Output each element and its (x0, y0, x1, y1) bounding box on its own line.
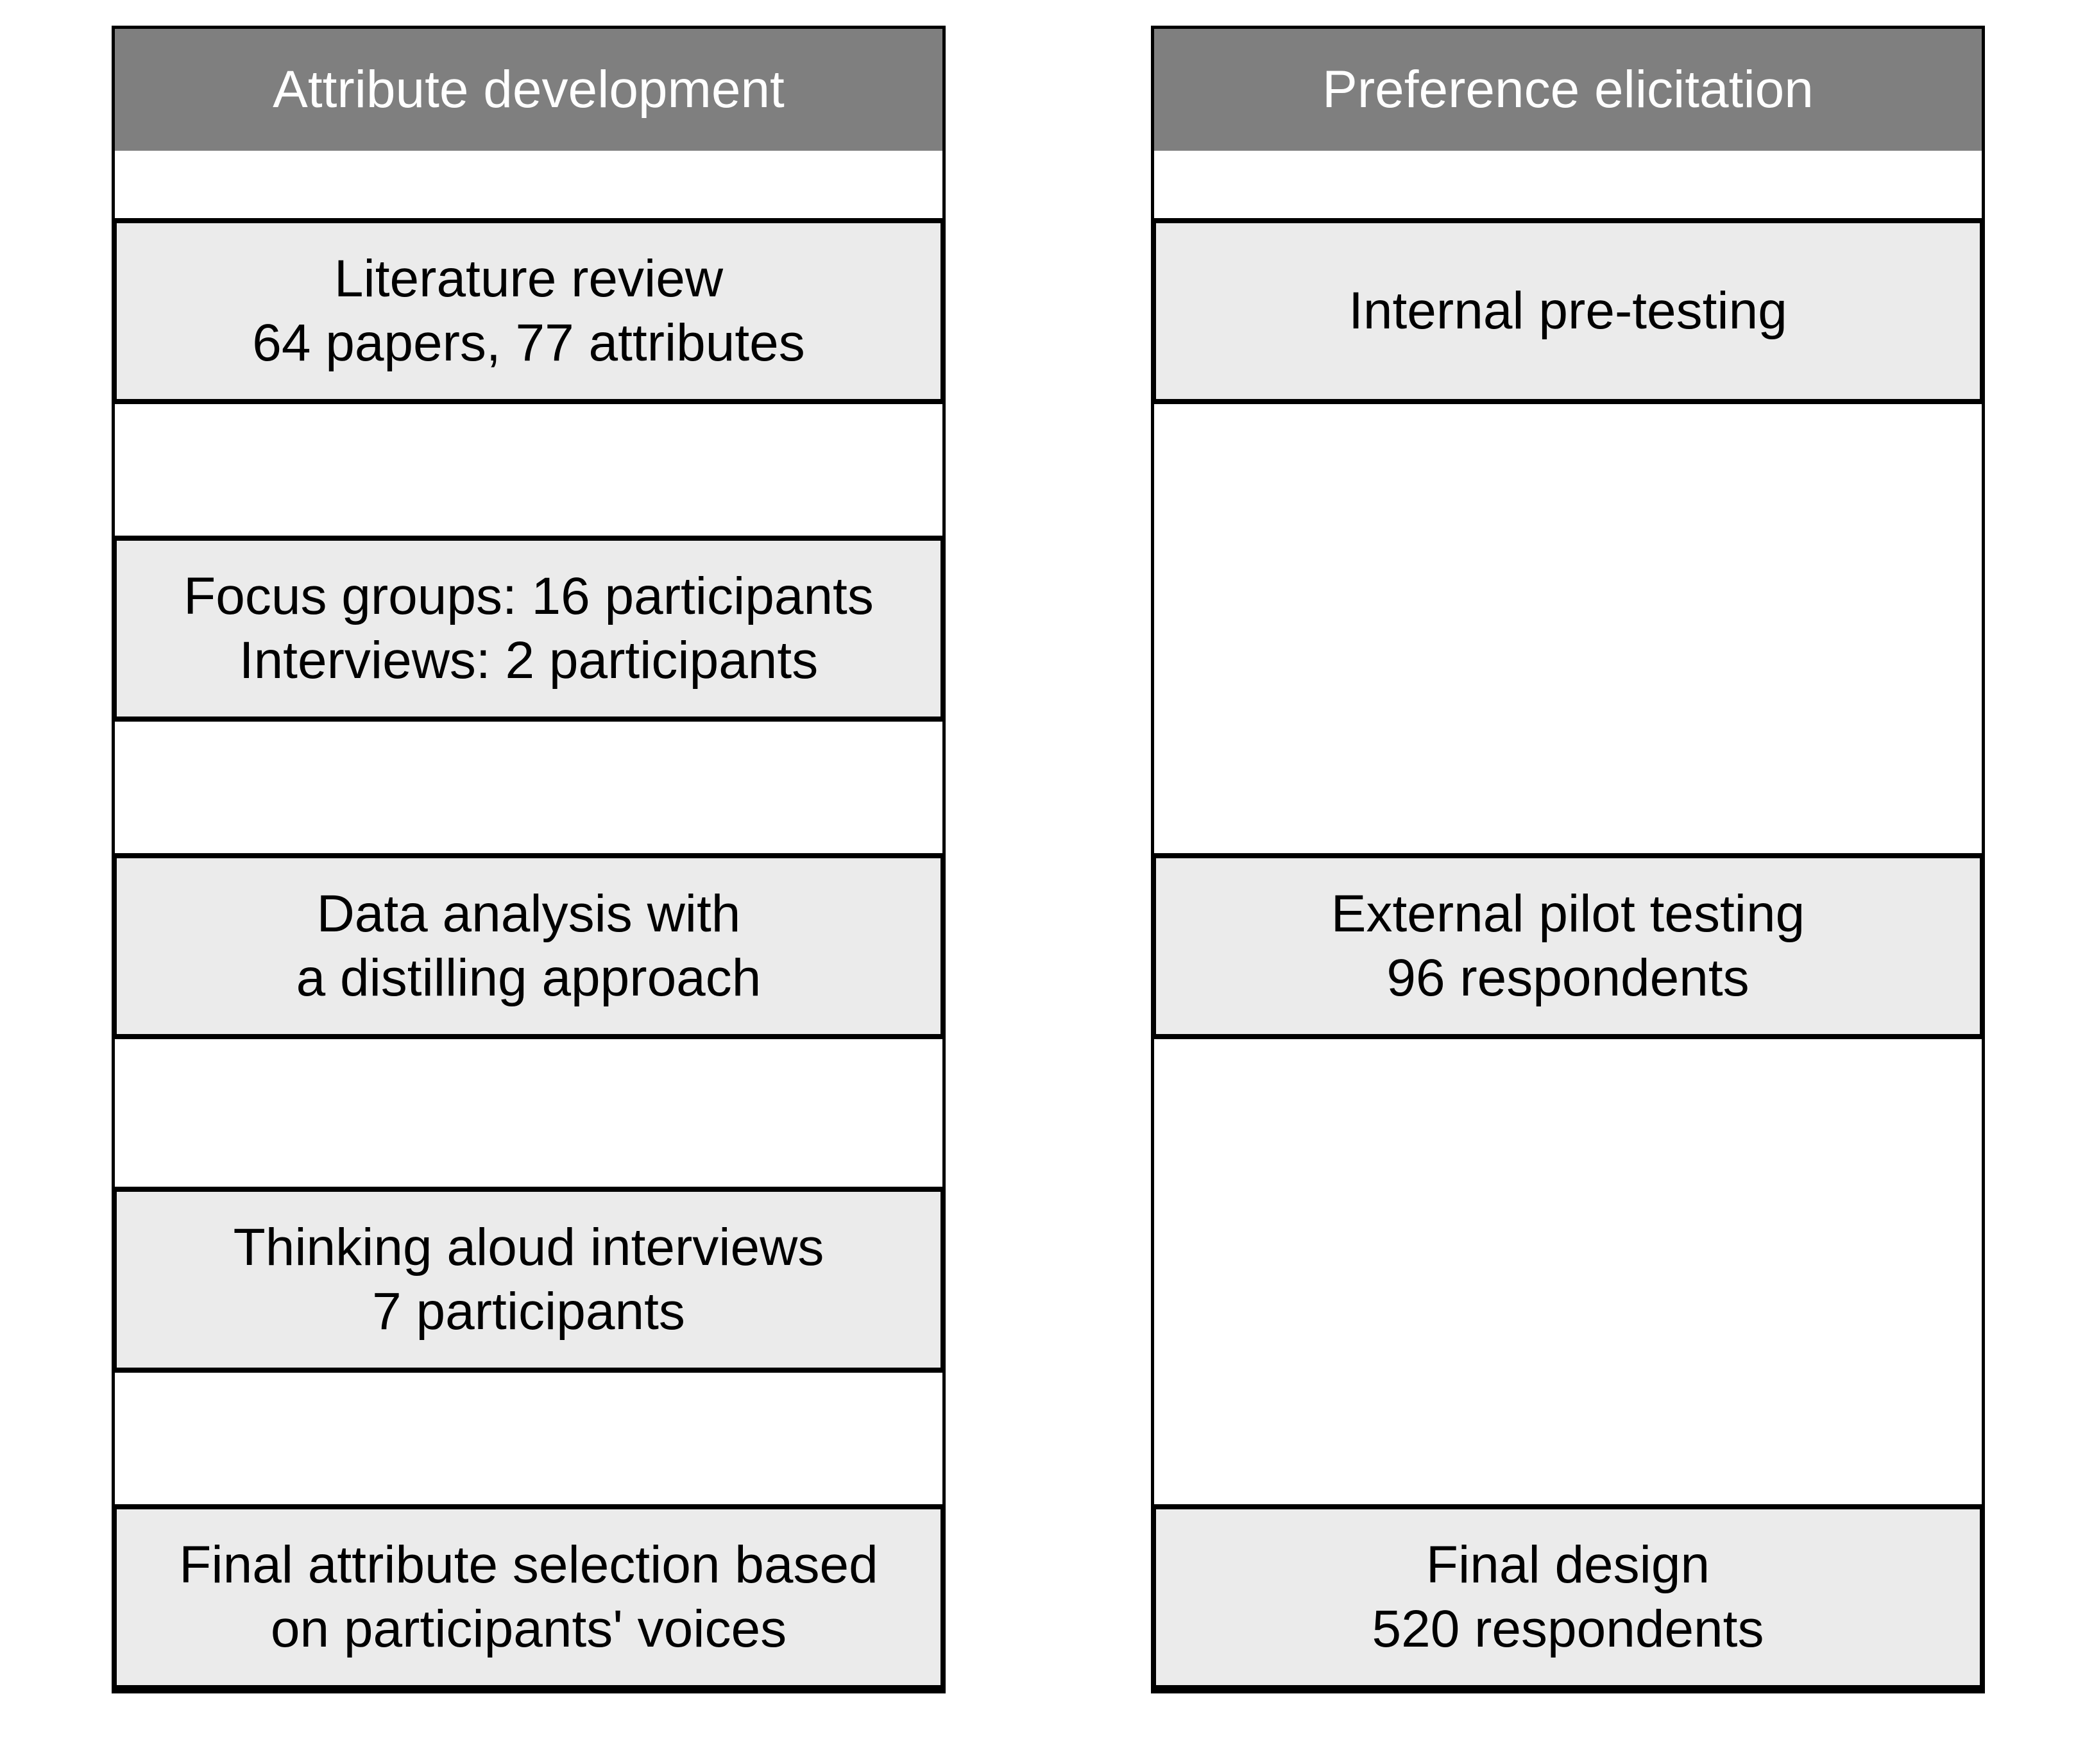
focus-groups-line1: Focus groups: 16 participants (183, 567, 874, 625)
internal-pretesting-box: Internal pre-testing (1151, 218, 1985, 404)
attribute-development-column: Attribute development Literature review … (112, 26, 946, 1693)
thinking-aloud-box: Thinking aloud interviews 7 participants (112, 1187, 946, 1373)
literature-review-line1: Literature review (334, 250, 724, 308)
final-attribute-selection-line2: on participants' voices (270, 1600, 787, 1658)
thinking-aloud-line1: Thinking aloud interviews (233, 1218, 824, 1276)
preference-elicitation-header: Preference elicitation (1154, 29, 1982, 151)
focus-groups-box: Focus groups: 16 participants Interviews… (112, 536, 946, 722)
preference-elicitation-header-text: Preference elicitation (1322, 60, 1814, 119)
literature-review-line2: 64 papers, 77 attributes (252, 314, 805, 372)
thinking-aloud-line2: 7 participants (372, 1282, 685, 1341)
preference-elicitation-column: Preference elicitation Internal pre-test… (1151, 26, 1985, 1693)
final-design-box: Final design 520 respondents (1151, 1504, 1985, 1690)
attribute-development-header-text: Attribute development (273, 60, 785, 119)
attribute-development-header: Attribute development (115, 29, 942, 151)
external-pilot-testing-line2: 96 respondents (1386, 949, 1749, 1007)
data-analysis-line1: Data analysis with (316, 885, 741, 943)
data-analysis-box: Data analysis with a distilling approach (112, 853, 946, 1039)
final-design-line2: 520 respondents (1372, 1600, 1764, 1658)
external-pilot-testing-line1: External pilot testing (1331, 885, 1805, 943)
final-attribute-selection-box: Final attribute selection based on parti… (112, 1504, 946, 1690)
final-attribute-selection-line1: Final attribute selection based (179, 1536, 878, 1594)
focus-groups-line2: Interviews: 2 participants (239, 631, 819, 690)
literature-review-box: Literature review 64 papers, 77 attribut… (112, 218, 946, 404)
external-pilot-testing-box: External pilot testing 96 respondents (1151, 853, 1985, 1039)
data-analysis-line2: a distilling approach (296, 949, 762, 1007)
final-design-line1: Final design (1425, 1536, 1710, 1594)
internal-pretesting-line1: Internal pre-testing (1349, 282, 1787, 340)
